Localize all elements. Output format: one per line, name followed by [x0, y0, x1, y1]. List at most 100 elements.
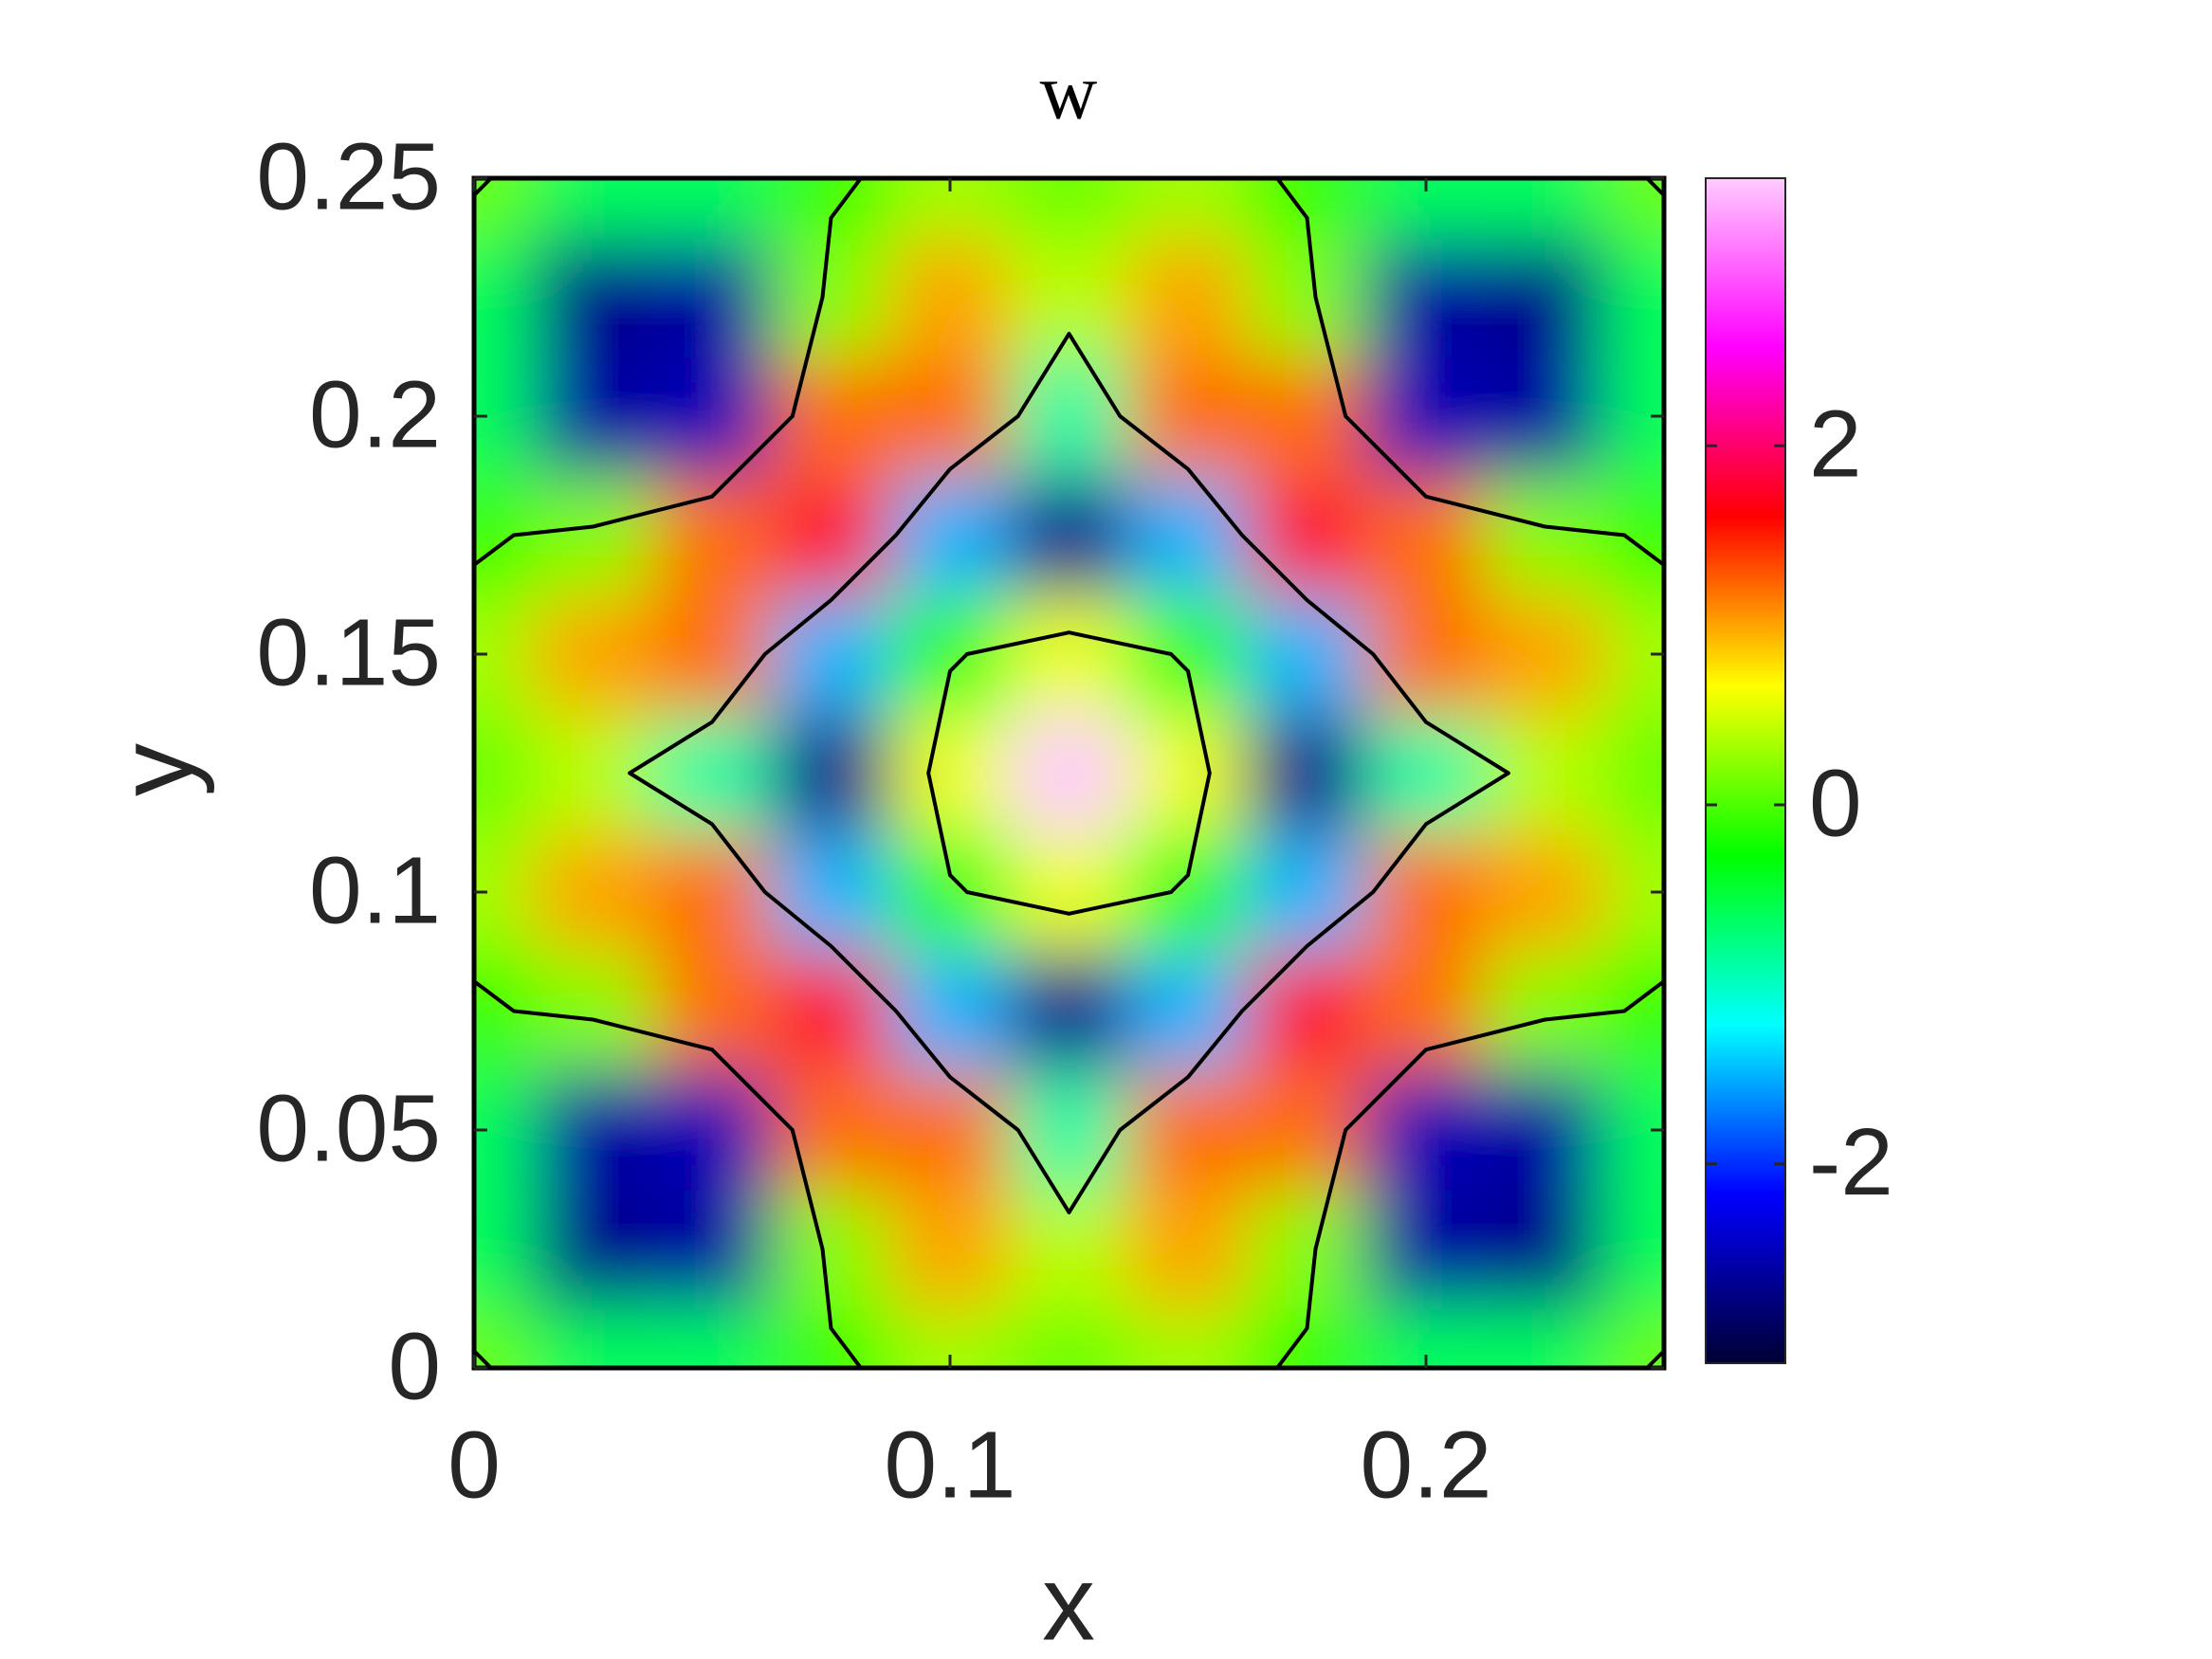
cell: [1603, 1307, 1664, 1368]
cell: [1246, 593, 1368, 715]
cell: [889, 593, 1011, 715]
cell: [889, 1069, 1011, 1191]
cell: [889, 474, 1011, 596]
cell: [1008, 474, 1130, 596]
cell: [474, 236, 535, 358]
cell: [1008, 593, 1130, 715]
cell: [651, 1188, 773, 1310]
cell: [1127, 178, 1249, 239]
cell: [889, 712, 1011, 834]
x-axis-label: x: [1042, 1544, 1095, 1659]
cell: [532, 1069, 654, 1191]
cell: [651, 236, 773, 358]
x-tick-label: 0: [448, 1412, 501, 1518]
cell: [1246, 831, 1368, 953]
cell: [1484, 236, 1606, 358]
cell: [1008, 356, 1130, 477]
cell: [1484, 950, 1606, 1072]
cell: [532, 831, 654, 953]
cell: [1365, 831, 1487, 953]
cell: [532, 1307, 654, 1368]
cell: [770, 712, 892, 834]
cell: [1127, 1188, 1249, 1310]
cell: [474, 1307, 535, 1368]
colorbar: [1705, 177, 1786, 1364]
cell: [1008, 236, 1130, 358]
cell: [770, 950, 892, 1072]
x-tick-label: 0.2: [1360, 1412, 1491, 1518]
cell: [651, 356, 773, 477]
cell: [532, 593, 654, 715]
cell: [1484, 1188, 1606, 1310]
cell: [651, 178, 773, 239]
cell: [1365, 593, 1487, 715]
cell: [1365, 712, 1487, 834]
cell: [1484, 1307, 1606, 1368]
cell: [1246, 950, 1368, 1072]
cell: [1484, 712, 1606, 834]
cell: [1246, 474, 1368, 596]
cell: [1008, 1069, 1130, 1191]
cell: [770, 1069, 892, 1191]
cell: [651, 950, 773, 1072]
cell: [1484, 1069, 1606, 1191]
cell: [1127, 831, 1249, 953]
x-tick-label: 0.1: [884, 1412, 1015, 1518]
cell: [532, 950, 654, 1072]
cell: [1365, 1188, 1487, 1310]
cell: [1008, 1188, 1130, 1310]
cell: [770, 474, 892, 596]
axes: 0 0.1 0.2 0 0.05 0.1 0.15 0.2 0.25 -2 0 2: [256, 123, 1893, 1518]
cell: [651, 1069, 773, 1191]
cell: [1127, 1069, 1249, 1191]
cell: [532, 712, 654, 834]
cell: [1365, 356, 1487, 477]
cell: [1127, 236, 1249, 358]
cell: [1484, 356, 1606, 477]
contours: [474, 178, 1664, 1368]
y-tick-label: 0.15: [256, 599, 441, 705]
y-tick-label: 0.1: [309, 837, 441, 943]
cell: [1127, 950, 1249, 1072]
cell: [1008, 1307, 1130, 1368]
field: [474, 178, 1664, 1368]
cell: [1484, 831, 1606, 953]
cell: [770, 831, 892, 953]
cell: [474, 178, 535, 239]
cell: [1127, 474, 1249, 596]
cell: [1603, 178, 1664, 239]
cell: [532, 474, 654, 596]
cell: [770, 593, 892, 715]
y-axis-label: y: [97, 743, 215, 796]
cell: [651, 474, 773, 596]
cell: [889, 950, 1011, 1072]
cell: [1246, 1069, 1368, 1191]
cell: [1127, 712, 1249, 834]
colorbar-tick-label: -2: [1809, 1109, 1893, 1215]
colorbar-tick-label: 2: [1809, 392, 1862, 498]
cell: [1246, 1188, 1368, 1310]
cell: [1365, 1069, 1487, 1191]
cells: [474, 178, 1664, 1368]
cell: [1008, 831, 1130, 953]
cell: [1008, 712, 1130, 834]
cell: [1127, 1307, 1249, 1368]
cell: [1365, 950, 1487, 1072]
cell: [1603, 236, 1664, 358]
cell: [1484, 593, 1606, 715]
cell: [1246, 712, 1368, 834]
cell: [1127, 356, 1249, 477]
cell: [1008, 178, 1130, 239]
cell: [474, 712, 535, 834]
cell: [1246, 236, 1368, 358]
cell: [1127, 593, 1249, 715]
cell: [1603, 1188, 1664, 1310]
cell: [889, 1188, 1011, 1310]
cell: [532, 236, 654, 358]
cell: [770, 236, 892, 358]
y-tick-label: 0.2: [309, 361, 441, 467]
cell: [651, 712, 773, 834]
y-tick-label: 0.25: [256, 123, 441, 229]
